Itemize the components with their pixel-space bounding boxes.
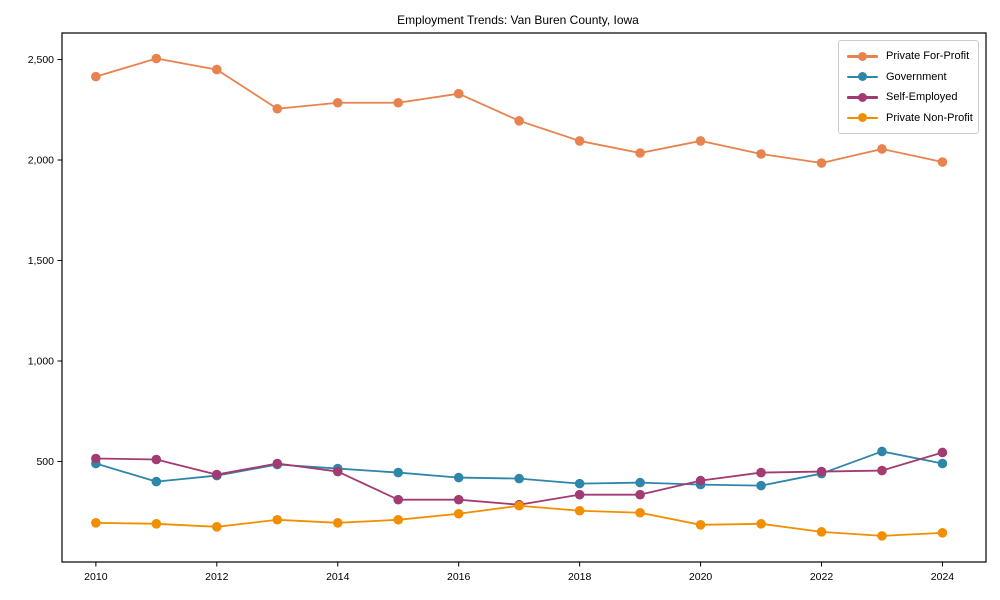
- data-point: [272, 103, 283, 114]
- data-point: [756, 149, 766, 159]
- data-point: [514, 500, 524, 511]
- data-point: [877, 446, 887, 457]
- axes-frame: [61, 32, 987, 563]
- legend-item-private-for-profit: Private For-Profit: [847, 46, 970, 67]
- y-tick-label: 1,000: [28, 356, 54, 368]
- data-point: [151, 476, 162, 487]
- y-tick-label: 2,000: [28, 155, 54, 167]
- legend-swatch-icon: [847, 91, 878, 103]
- data-point: [212, 64, 222, 75]
- data-point: [453, 494, 464, 505]
- data-point: [937, 447, 948, 458]
- x-tick-label: 2018: [568, 571, 592, 583]
- chart-title: Employment Trends: Van Buren County, Iow…: [397, 13, 639, 27]
- y-tick-label: 500: [36, 456, 54, 468]
- data-point: [393, 494, 404, 505]
- x-tick-label: 2022: [810, 571, 834, 583]
- legend-label: Private For-Profit: [886, 50, 970, 63]
- y-tick-label: 1,500: [28, 255, 54, 267]
- y-axis: 500 1,000 1,500 2,000 2,500: [28, 54, 62, 468]
- data-point: [877, 531, 887, 541]
- legend-label: Private Non-Profit: [886, 111, 973, 124]
- data-point: [91, 453, 101, 464]
- data-point: [937, 458, 948, 469]
- y-tick-label: 2,500: [28, 54, 54, 66]
- data-point: [635, 477, 645, 488]
- legend-item-government: Government: [847, 67, 970, 88]
- data-point: [91, 518, 101, 528]
- legend-item-self-employed: Self-Employed: [847, 87, 970, 108]
- data-point: [212, 469, 222, 480]
- data-point: [937, 528, 948, 538]
- data-point: [635, 489, 645, 500]
- data-point: [937, 157, 948, 167]
- data-point: [574, 478, 585, 489]
- data-point: [272, 458, 283, 469]
- data-point: [332, 466, 343, 477]
- data-point: [514, 473, 524, 484]
- x-tick-label: 2020: [689, 571, 713, 583]
- data-point: [453, 88, 464, 99]
- series-private-for-profit: [91, 53, 948, 168]
- data-point: [574, 136, 585, 146]
- data-point: [877, 144, 887, 154]
- data-point: [151, 519, 162, 529]
- data-point: [393, 514, 404, 525]
- x-tick-label: 2024: [931, 571, 955, 583]
- x-tick-label: 2016: [447, 571, 471, 583]
- data-point: [695, 520, 706, 530]
- data-point: [635, 507, 645, 518]
- data-point: [574, 489, 585, 500]
- legend-item-private-non-profit: Private Non-Profit: [847, 108, 973, 129]
- x-tick-label: 2012: [205, 571, 229, 583]
- data-point: [332, 97, 343, 108]
- data-point: [151, 53, 162, 64]
- data-point: [453, 472, 464, 483]
- legend-swatch-icon: [847, 71, 878, 83]
- data-point: [756, 467, 766, 478]
- data-point: [816, 158, 827, 168]
- data-point: [574, 505, 585, 516]
- data-point: [272, 514, 283, 525]
- series-line: [95, 57, 943, 164]
- data-point: [877, 465, 887, 476]
- data-point: [453, 508, 464, 519]
- legend-label: Self-Employed: [886, 91, 958, 104]
- data-point: [635, 148, 645, 158]
- legend-label: Government: [886, 70, 947, 83]
- data-point: [393, 467, 404, 478]
- data-point: [816, 527, 827, 537]
- legend: Private For-Profit Government Self-Employe…: [838, 40, 979, 134]
- x-axis: 2010 2012 2014 2016 2018 2020 2022 2024: [84, 562, 954, 583]
- data-point: [695, 475, 706, 486]
- data-point: [393, 97, 404, 108]
- data-point: [816, 466, 827, 477]
- data-point: [756, 519, 766, 529]
- legend-swatch-icon: [847, 50, 878, 62]
- data-point: [514, 116, 524, 126]
- data-point: [695, 136, 706, 146]
- data-point: [756, 480, 766, 491]
- data-point: [212, 522, 222, 532]
- legend-swatch-icon: [847, 112, 878, 124]
- x-tick-label: 2014: [326, 571, 350, 583]
- series-private-non-profit: [91, 500, 948, 541]
- data-point: [332, 518, 343, 528]
- x-tick-label: 2010: [84, 571, 108, 583]
- data-point: [91, 71, 101, 82]
- data-point: [151, 454, 162, 465]
